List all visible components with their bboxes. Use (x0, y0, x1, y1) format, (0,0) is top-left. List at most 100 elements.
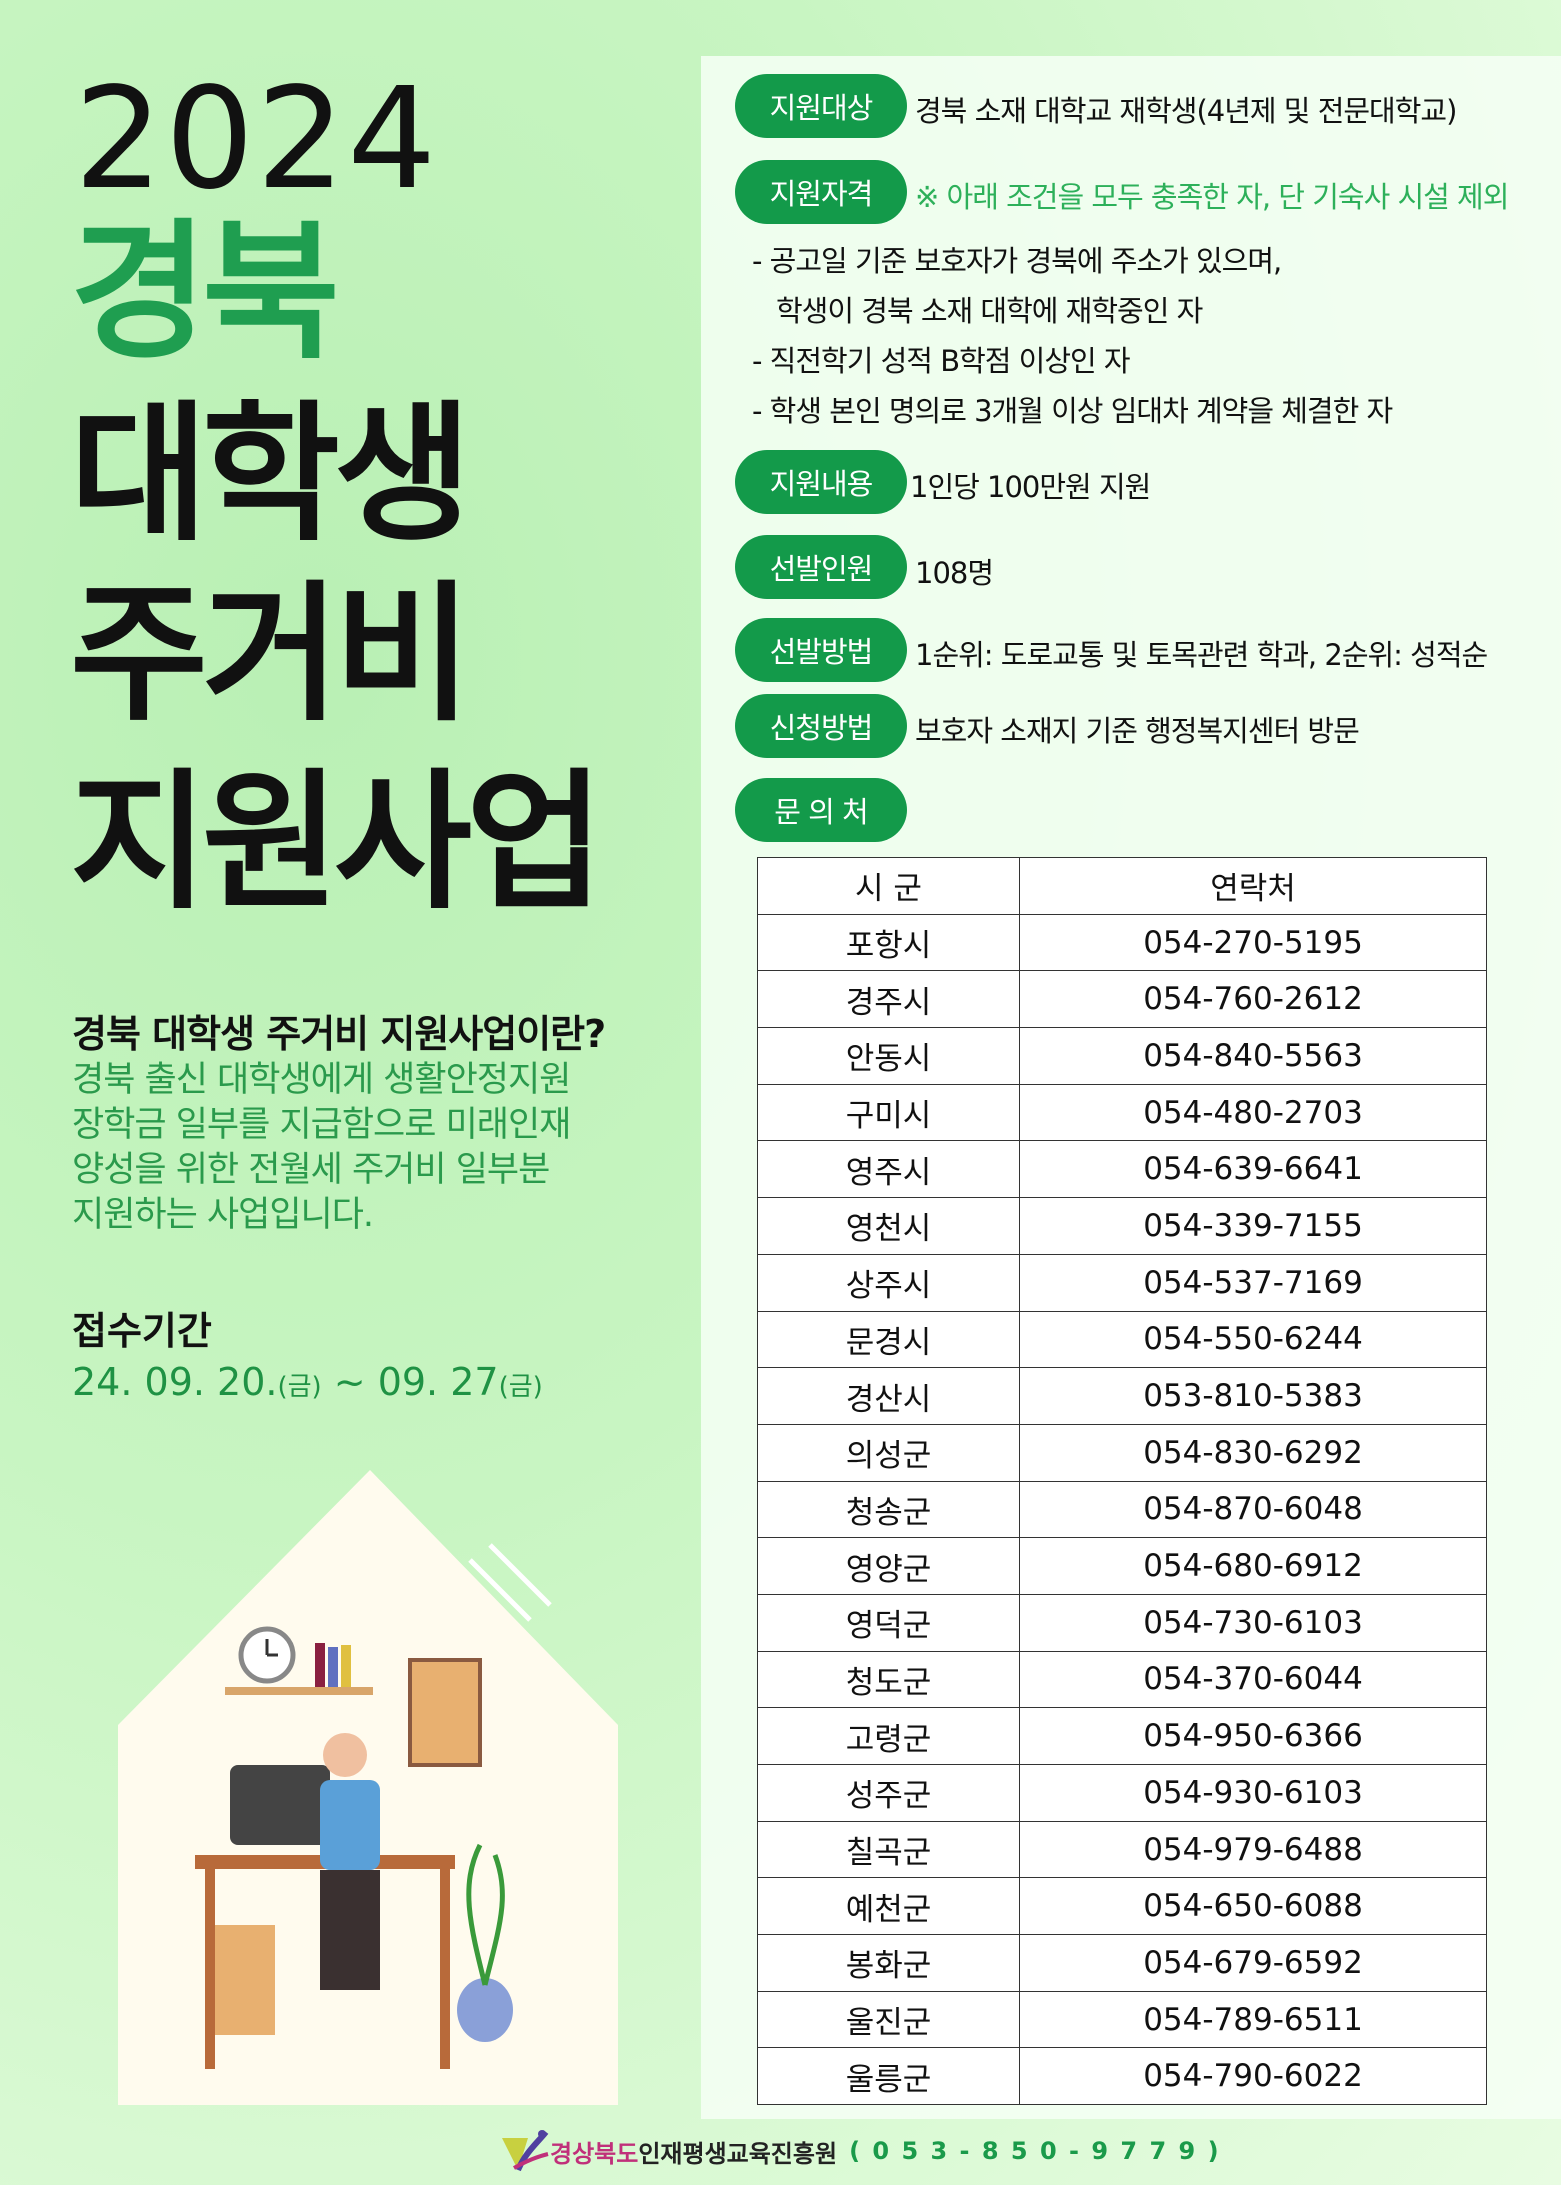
period-end-day: (금) (498, 1372, 543, 1402)
cell-phone: 054-650-6088 (1019, 1877, 1487, 1936)
intro-line: 경북 출신 대학생에게 생활안정지원 (72, 1060, 571, 1100)
cell-phone: 054-840-5563 (1019, 1027, 1487, 1085)
cell-phone: 054-730-6103 (1019, 1593, 1487, 1652)
value-selection-count: 108명 (915, 556, 994, 590)
intro-question: 경북 대학생 주거비 지원사업이란? (72, 1012, 606, 1056)
table-row: 울릉군 054-790-6022 (757, 2047, 1487, 2106)
period-dates: 24. 09. 20.(금) ~ 09. 27(금) (72, 1360, 543, 1404)
requirement-item: - 직전학기 성적 B학점 이상인 자 (752, 344, 1131, 378)
cell-phone: 054-680-6912 (1019, 1537, 1487, 1595)
cell-phone: 053-810-5383 (1019, 1367, 1487, 1425)
table-row: 영양군 054-680-6912 (757, 1537, 1487, 1595)
org-prefix: 경상북도 (550, 2139, 639, 2168)
header-city: 시 군 (757, 857, 1020, 915)
table-row: 영덕군 054-730-6103 (757, 1593, 1487, 1652)
cell-phone: 054-679-6592 (1019, 1934, 1487, 1992)
label-contact: 문 의 처 (735, 778, 907, 842)
cell-city: 안동시 (757, 1027, 1020, 1085)
period-start: 24. 09. 20. (72, 1360, 278, 1404)
house-illustration (118, 1470, 618, 2105)
period-label: 접수기간 (72, 1309, 212, 1353)
cell-city: 영덕군 (757, 1593, 1020, 1652)
person-head (323, 1733, 367, 1777)
cell-city: 울릉군 (757, 2047, 1020, 2106)
cell-phone: 054-870-6048 (1019, 1480, 1487, 1539)
cell-phone: 054-979-6488 (1019, 1820, 1487, 1879)
cell-city: 예천군 (757, 1877, 1020, 1936)
table-row: 청도군 054-370-6044 (757, 1650, 1487, 1709)
contact-table: 시 군 연락처 포항시 054-270-5195 경주시 054-760-2612 안동… (757, 857, 1487, 2106)
title-line-3: 지원사업 (70, 756, 604, 930)
cell-phone: 054-790-6022 (1019, 2047, 1487, 2106)
value-apply-method: 보호자 소재지 기준 행정복지센터 방문 (915, 714, 1360, 748)
table-row: 경산시 053-810-5383 (757, 1367, 1487, 1425)
header-phone: 연락처 (1019, 857, 1487, 915)
title-line-1: 대학생 (70, 388, 472, 562)
footer: 경상북도 인재평생교육진흥원 ( 0 5 3 - 8 5 0 - 9 7 7 9… (500, 2128, 1221, 2174)
cell-city: 상주시 (757, 1253, 1020, 1312)
cell-phone: 054-537-7169 (1019, 1253, 1487, 1312)
cell-phone: 054-270-5195 (1019, 913, 1487, 972)
title-region: 경북 (70, 206, 340, 380)
cell-city: 영주시 (757, 1140, 1020, 1199)
cell-city: 경산시 (757, 1367, 1020, 1425)
cell-city: 고령군 (757, 1707, 1020, 1765)
cell-phone: 054-339-7155 (1019, 1197, 1487, 1255)
intro-line: 양성을 위한 전월세 주거비 일부분 (72, 1150, 550, 1190)
cell-phone: 054-830-6292 (1019, 1423, 1487, 1482)
label-selection-count: 선발인원 (735, 535, 907, 599)
label-support-content: 지원내용 (735, 450, 907, 514)
table-row: 영주시 054-639-6641 (757, 1140, 1487, 1199)
org-name: 인재평생교육진흥원 (638, 2139, 838, 2168)
label-apply-method: 신청방법 (735, 694, 907, 758)
title-line-2: 주거비 (70, 568, 472, 742)
label-selection-method: 선발방법 (735, 618, 907, 682)
intro-description: 경북 출신 대학생에게 생활안정지원 장학금 일부를 지급함으로 미래인재 양성… (72, 1058, 571, 1238)
intro-line: 지원하는 사업입니다. (72, 1195, 374, 1235)
cell-phone: 054-550-6244 (1019, 1310, 1487, 1369)
wall-picture (408, 1658, 482, 1767)
table-row: 의성군 054-830-6292 (757, 1423, 1487, 1482)
person-shirt (320, 1780, 380, 1870)
value-eligibility-note: ※ 아래 조건을 모두 충족한 자, 단 기숙사 시설 제외 (915, 180, 1509, 214)
cell-phone: 054-950-6366 (1019, 1707, 1487, 1765)
table-row: 문경시 054-550-6244 (757, 1310, 1487, 1369)
table-row: 구미시 054-480-2703 (757, 1083, 1487, 1142)
table-row: 경주시 054-760-2612 (757, 970, 1487, 1029)
requirement-item: - 공고일 기준 보호자가 경북에 주소가 있으며, (752, 244, 1282, 278)
cell-city: 영천시 (757, 1197, 1020, 1255)
table-header-row: 시 군 연락처 (757, 857, 1487, 915)
intro-line: 장학금 일부를 지급함으로 미래인재 (72, 1105, 571, 1145)
table-row: 예천군 054-650-6088 (757, 1877, 1487, 1936)
table-row: 안동시 054-840-5563 (757, 1027, 1487, 1085)
table-row: 봉화군 054-679-6592 (757, 1934, 1487, 1992)
period-end: 09. 27 (377, 1360, 499, 1404)
cell-phone: 054-480-2703 (1019, 1083, 1487, 1142)
cell-city: 의성군 (757, 1423, 1020, 1482)
cell-phone: 054-789-6511 (1019, 1990, 1487, 2049)
ladder-icon (468, 1543, 552, 1622)
cell-city: 성주군 (757, 1764, 1020, 1822)
cell-city: 영양군 (757, 1537, 1020, 1595)
table-row: 상주시 054-537-7169 (757, 1253, 1487, 1312)
cell-city: 봉화군 (757, 1934, 1020, 1992)
shelf (225, 1687, 373, 1695)
org-phone: ( 0 5 3 - 8 5 0 - 9 7 7 9 ) (849, 2137, 1221, 2165)
requirement-item: 학생이 경북 소재 대학에 재학중인 자 (776, 294, 1203, 328)
title-year: 2024 (74, 58, 439, 221)
monitor-icon (230, 1765, 330, 1845)
period-separator: ~ (321, 1360, 378, 1404)
value-target: 경북 소재 대학교 재학생(4년제 및 전문대학교) (915, 94, 1457, 128)
cell-city: 청송군 (757, 1480, 1020, 1539)
cell-phone: 054-760-2612 (1019, 970, 1487, 1029)
table-row: 울진군 054-789-6511 (757, 1990, 1487, 2049)
cell-city: 포항시 (757, 913, 1020, 972)
plant-pot-icon (457, 1978, 513, 2042)
value-selection-method: 1순위: 도로교통 및 토목관련 학과, 2순위: 성적순 (915, 638, 1488, 672)
period-start-day: (금) (277, 1372, 322, 1402)
label-target: 지원대상 (735, 74, 907, 138)
cell-phone: 054-370-6044 (1019, 1650, 1487, 1709)
table-row: 성주군 054-930-6103 (757, 1764, 1487, 1822)
cell-city: 문경시 (757, 1310, 1020, 1369)
table-row: 영천시 054-339-7155 (757, 1197, 1487, 1255)
